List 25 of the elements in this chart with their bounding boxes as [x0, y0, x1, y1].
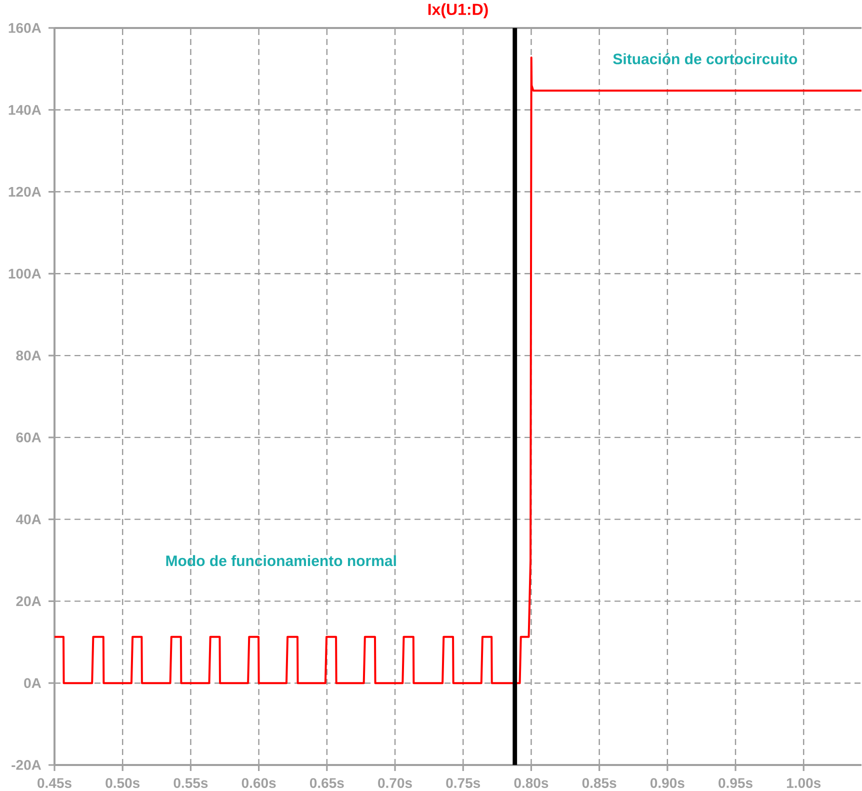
x-tick-label: 0.45s	[38, 778, 72, 788]
x-tick-label: 0.50s	[106, 778, 140, 788]
annotation: Modo de funcionamiento normal	[166, 555, 396, 566]
y-tick-label: 100A	[8, 268, 42, 279]
x-tick-label: 0.70s	[378, 778, 412, 788]
y-tick-label: 60A	[16, 432, 42, 442]
x-tick-label: 0.95s	[718, 778, 752, 788]
x-tick-label: 1.00s	[786, 778, 821, 788]
y-tick-label: 40A	[16, 514, 42, 524]
x-tick-label: 0.65s	[310, 778, 344, 788]
x-tick-label: 0.75s	[446, 778, 480, 788]
x-tick-label: 0.60s	[242, 778, 276, 788]
y-tick-label: 0A	[24, 678, 42, 688]
annotation: Situación de cortocircuito	[613, 53, 798, 64]
x-tick-label: 0.55s	[174, 778, 208, 788]
y-tick-label: 160A	[8, 23, 42, 33]
x-tick-label: 0.85s	[582, 778, 616, 788]
y-tick-label: 20A	[16, 596, 42, 606]
y-tick-label: 80A	[16, 350, 42, 360]
y-tick-label: -20A	[12, 760, 42, 770]
y-tick-label: 140A	[8, 104, 42, 115]
x-tick-label: 0.80s	[514, 778, 548, 788]
x-tick-label: 0.90s	[650, 778, 684, 788]
y-tick-label: 120A	[8, 186, 42, 197]
text: Ix(U1:D)	[428, 3, 488, 18]
